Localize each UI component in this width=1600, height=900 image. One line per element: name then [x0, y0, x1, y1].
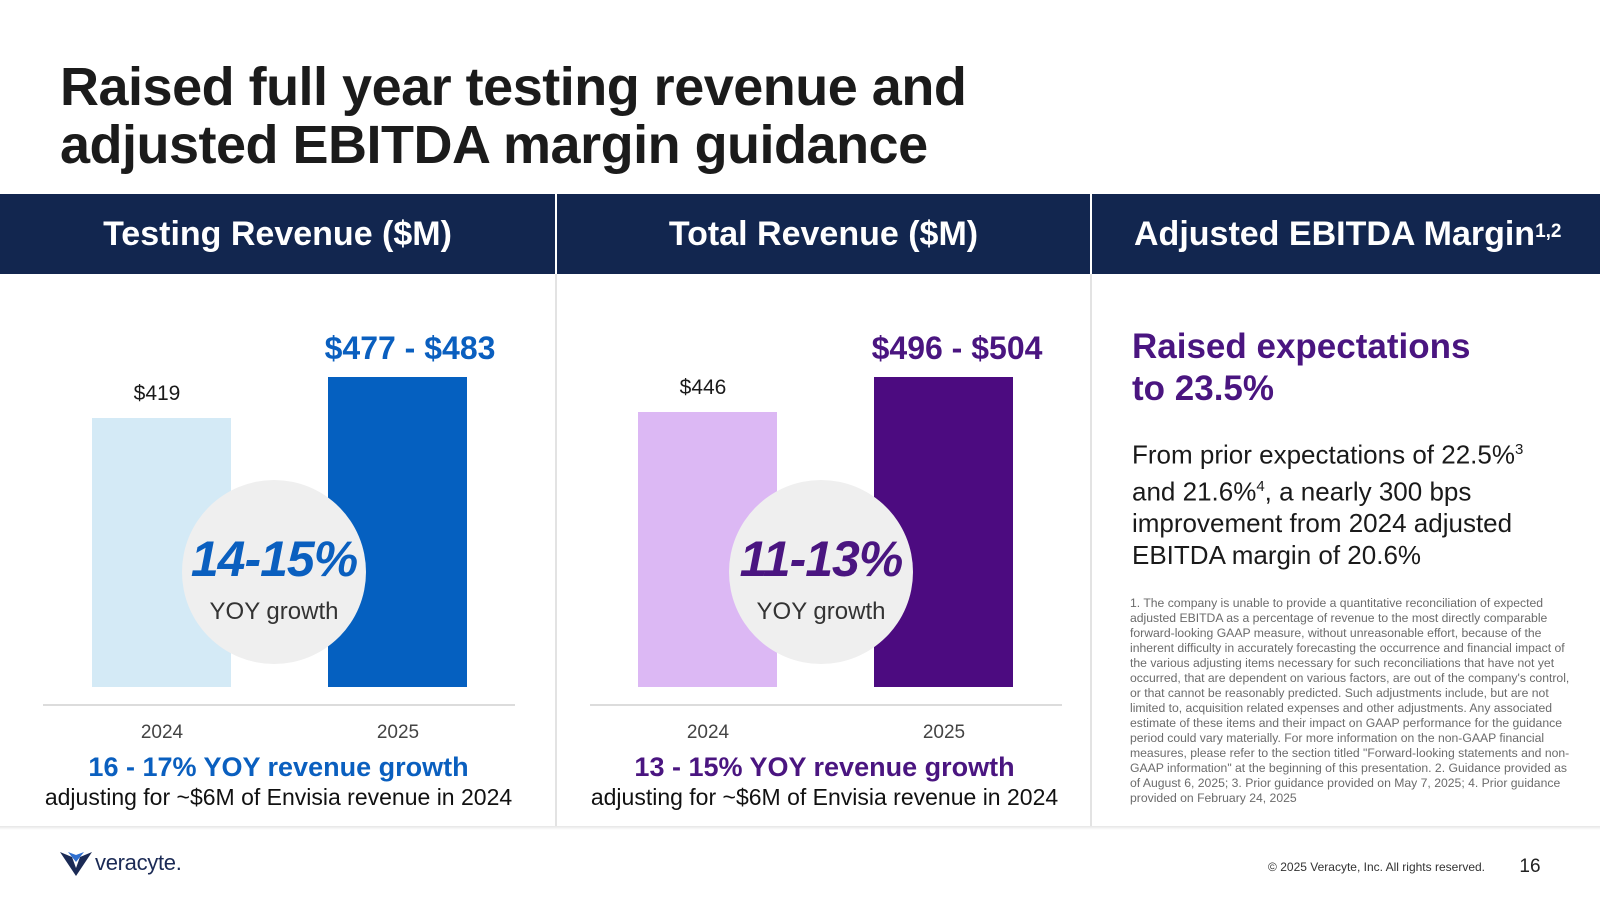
- raised-expectations-heading: Raised expectations to 23.5%: [1132, 326, 1572, 410]
- footnote-ref-4: 4: [1256, 477, 1265, 495]
- growth-badge-value: 14-15%: [190, 531, 358, 587]
- adjust-note: adjusting for ~$6M of Envisia revenue in…: [590, 784, 1059, 810]
- bar-label-2024: $419: [133, 382, 181, 405]
- logo-wordmark: veracyte.: [95, 850, 182, 875]
- ebitda-panel: Raised expectations to 23.5% From prior …: [1092, 274, 1600, 826]
- slide-title: Raised full year testing revenue and adj…: [60, 58, 1160, 174]
- copyright-text: © 2025 Veracyte, Inc. All rights reserve…: [1268, 860, 1485, 874]
- ebitda-footnotes: 1. The company is unable to provide a qu…: [1130, 596, 1570, 805]
- title-line-1: Raised full year testing revenue and: [60, 57, 967, 117]
- footnote-ref-3: 3: [1514, 441, 1524, 458]
- header-testing-revenue: Testing Revenue ($M): [0, 194, 557, 274]
- growth-badge: 14-15% YOY growth: [182, 480, 366, 664]
- header-total-label: Total Revenue ($M): [668, 214, 979, 253]
- growth-note: 16 - 17% YOY revenue growth: [88, 752, 469, 782]
- x-tick-2025: 2025: [922, 722, 966, 743]
- column-header-bar: Testing Revenue ($M) Total Revenue ($M) …: [0, 194, 1600, 274]
- raised-line-2: to 23.5%: [1132, 369, 1274, 408]
- page-number: 16: [1519, 856, 1541, 877]
- x-tick-2024: 2024: [686, 722, 730, 743]
- header-testing-label: Testing Revenue ($M): [103, 214, 452, 253]
- prior-expectations-text: From prior expectations of 22.5%3 and 21…: [1132, 434, 1572, 571]
- panel-bottom-shadow: [0, 826, 1600, 830]
- x-tick-2025: 2025: [376, 722, 420, 743]
- chart-baseline: [590, 704, 1062, 706]
- title-line-2: adjusted EBITDA margin guidance: [60, 115, 928, 175]
- bar-label-2024: $446: [679, 376, 727, 399]
- company-logo: veracyte.: [60, 850, 182, 876]
- total-revenue-panel: $446 $496 - $504 11-13% YOY growth 2024 …: [557, 274, 1092, 826]
- header-ebitda-margin: Adjusted EBITDA Margin 1,2: [1092, 194, 1600, 274]
- bar-label-2025: $477 - $483: [324, 330, 496, 366]
- raised-line-1: Raised expectations: [1132, 327, 1471, 366]
- growth-badge-caption: YOY growth: [756, 598, 886, 625]
- growth-note: 13 - 15% YOY revenue growth: [634, 752, 1015, 782]
- adjust-note: adjusting for ~$6M of Envisia revenue in…: [44, 784, 513, 810]
- chart-baseline: [43, 704, 515, 706]
- testing-revenue-panel: $419 $477 - $483 14-15% YOY growth 2024 …: [0, 274, 557, 826]
- growth-badge-caption: YOY growth: [209, 598, 339, 625]
- growth-badge-value: 11-13%: [739, 531, 904, 587]
- header-ebitda-label: Adjusted EBITDA Margin: [1134, 214, 1536, 253]
- header-ebitda-footnote-ref: 1,2: [1535, 221, 1562, 242]
- header-total-revenue: Total Revenue ($M): [557, 194, 1092, 274]
- prior-text-a: From prior expectations of 22.5%: [1132, 439, 1515, 470]
- growth-badge: 11-13% YOY growth: [729, 480, 913, 664]
- prior-text-c: , a nearly 300 bps improvement from 2024…: [1132, 476, 1513, 571]
- veracyte-chevron-icon: [60, 852, 92, 876]
- bar-label-2025: $496 - $504: [871, 330, 1043, 366]
- x-tick-2024: 2024: [140, 722, 184, 743]
- prior-text-b: and 21.6%: [1132, 476, 1257, 507]
